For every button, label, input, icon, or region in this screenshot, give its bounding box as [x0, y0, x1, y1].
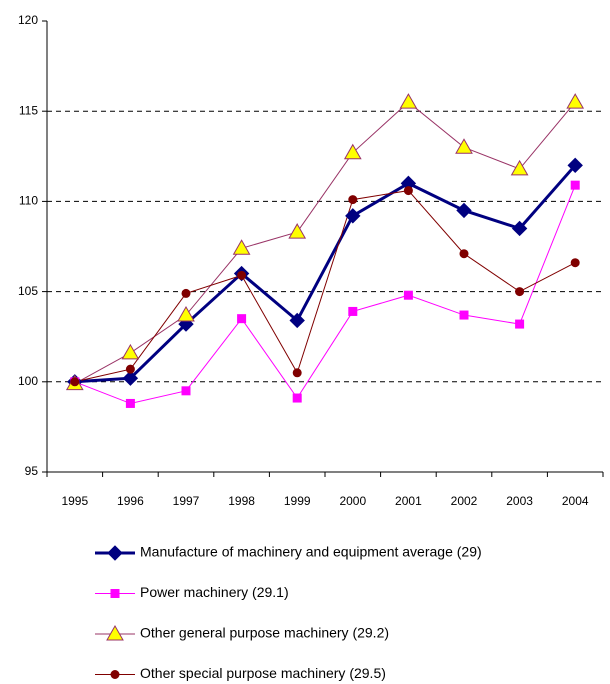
- marker: [232, 239, 251, 255]
- x-tick-label: 2003: [506, 494, 533, 508]
- marker: [570, 180, 580, 190]
- x-tick-label: 2004: [562, 494, 589, 508]
- marker: [399, 93, 418, 109]
- marker: [107, 545, 123, 561]
- y-tick-label: 115: [19, 103, 38, 117]
- marker: [181, 386, 191, 396]
- marker: [515, 319, 525, 329]
- series-line: [74, 101, 576, 385]
- y-tick-label: 100: [18, 374, 38, 388]
- marker: [125, 398, 135, 408]
- marker: [456, 202, 472, 219]
- marker: [289, 312, 305, 329]
- y-tick-label: 95: [25, 464, 39, 478]
- x-tick-label: 2001: [395, 494, 422, 508]
- marker: [181, 288, 191, 298]
- marker: [237, 314, 247, 324]
- x-tick-label: 1996: [117, 494, 144, 508]
- legend-label: Other special purpose machinery (29.5): [140, 665, 386, 681]
- marker: [459, 249, 469, 259]
- marker: [121, 343, 140, 360]
- x-tick-label: 2000: [339, 494, 366, 508]
- marker: [567, 157, 583, 174]
- marker: [110, 589, 120, 598]
- marker: [122, 370, 139, 386]
- legend-label: Power machinery (29.1): [140, 584, 289, 600]
- marker: [288, 223, 307, 239]
- marker: [515, 287, 525, 297]
- x-tick-label: 1997: [173, 494, 200, 508]
- marker: [403, 290, 413, 300]
- series-line: [74, 190, 576, 383]
- marker: [292, 393, 302, 403]
- legend-label: Manufacture of machinery and equipment a…: [140, 544, 482, 560]
- marker: [237, 270, 247, 280]
- marker: [348, 195, 358, 205]
- x-tick-label: 1998: [228, 494, 255, 508]
- marker: [177, 306, 195, 322]
- marker: [455, 138, 473, 154]
- marker: [511, 220, 528, 237]
- x-tick-label: 1999: [284, 494, 311, 508]
- marker: [348, 306, 358, 316]
- x-tick-label: 1995: [61, 494, 88, 508]
- series-line: [74, 164, 577, 384]
- marker: [343, 143, 362, 160]
- marker: [110, 670, 120, 679]
- y-tick-label: 105: [18, 284, 38, 298]
- y-tick-label: 120: [18, 13, 38, 27]
- series-line: [74, 184, 576, 404]
- marker: [566, 93, 585, 109]
- marker: [570, 258, 580, 268]
- marker: [510, 159, 529, 176]
- marker: [125, 364, 135, 374]
- marker: [459, 310, 469, 320]
- legend-label: Other general purpose machinery (29.2): [140, 625, 389, 641]
- marker: [106, 624, 124, 641]
- y-tick-label: 110: [19, 194, 38, 208]
- marker: [292, 368, 302, 378]
- x-tick-label: 2002: [451, 494, 478, 508]
- marker: [403, 186, 413, 196]
- marker: [70, 377, 80, 387]
- marker: [345, 208, 361, 224]
